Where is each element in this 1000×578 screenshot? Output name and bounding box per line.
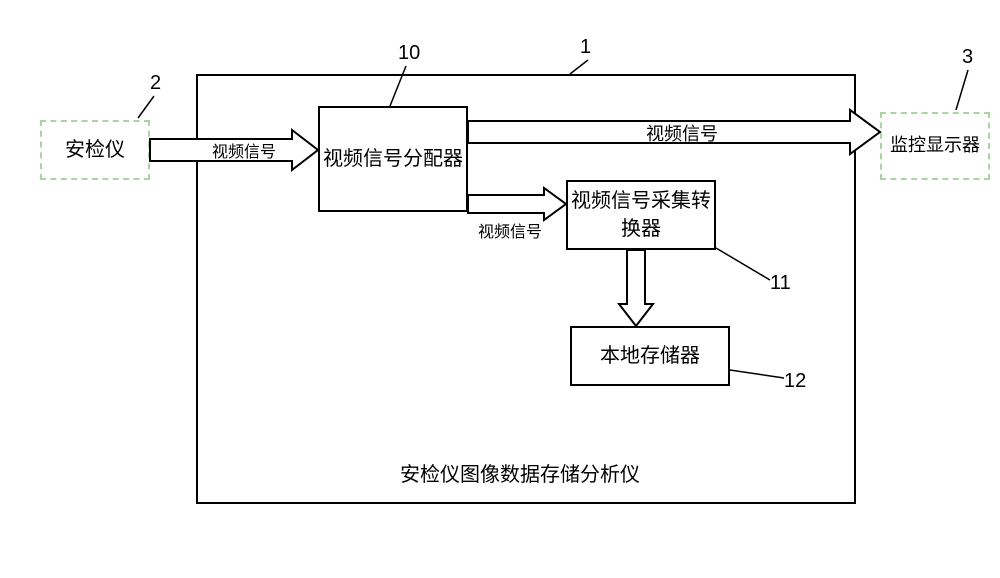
arrow-label: 视频信号 bbox=[646, 120, 718, 146]
node-label: 视频信号采集转换器 bbox=[568, 187, 714, 243]
ref-label: 11 bbox=[770, 272, 791, 295]
caption: 安检仪图像数据存储分析仪 bbox=[400, 458, 640, 487]
container-analyzer bbox=[196, 74, 856, 504]
arrow-label: 视频信号 bbox=[212, 138, 276, 162]
ref-label: 2 bbox=[150, 72, 161, 95]
node-label: 安检仪 bbox=[65, 136, 125, 164]
node-video-distributor: 视频信号分配器 bbox=[318, 106, 468, 212]
node-security-scanner: 安检仪 bbox=[40, 120, 150, 180]
node-label: 视频信号分配器 bbox=[323, 145, 463, 173]
node-label: 本地存储器 bbox=[600, 342, 700, 370]
node-monitor-display: 监控显示器 bbox=[880, 112, 990, 180]
node-video-converter: 视频信号采集转换器 bbox=[566, 180, 716, 250]
ref-label: 12 bbox=[784, 370, 806, 393]
node-local-storage: 本地存储器 bbox=[570, 326, 730, 386]
node-label: 监控显示器 bbox=[890, 133, 980, 158]
ref-label: 3 bbox=[962, 46, 973, 69]
ref-label: 1 bbox=[580, 36, 591, 59]
ref-label: 10 bbox=[398, 42, 420, 65]
arrow-label: 视频信号 bbox=[478, 218, 542, 242]
